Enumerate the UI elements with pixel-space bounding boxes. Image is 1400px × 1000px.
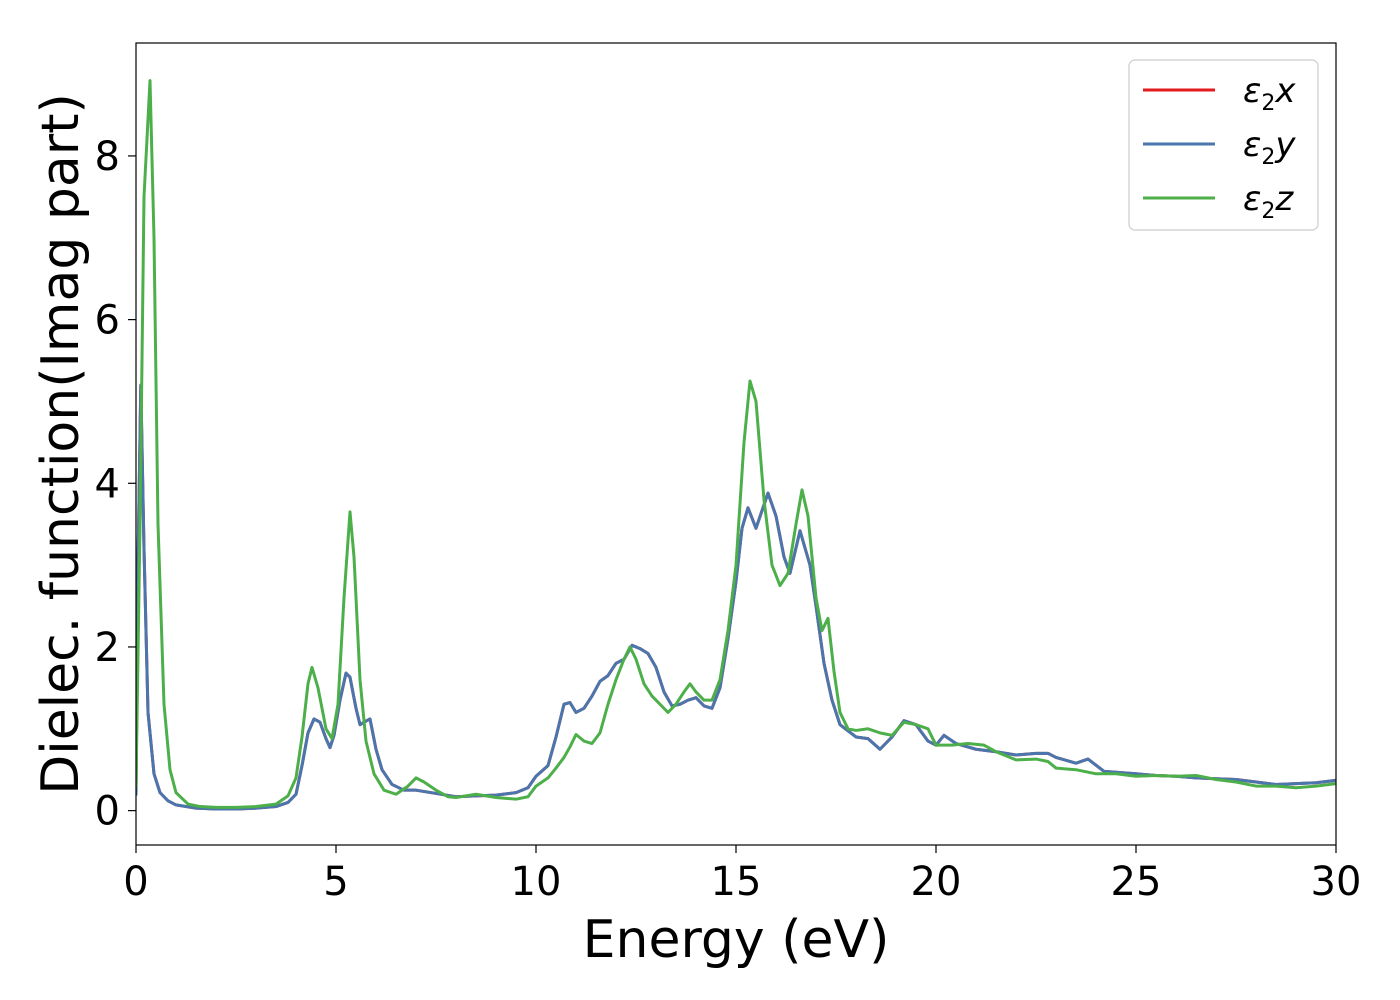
y-tick-label: 4 — [95, 461, 120, 507]
legend: ε2x ε2y ε2z — [1128, 59, 1319, 231]
y-tick-label: 0 — [95, 789, 120, 835]
x-tick-label: 10 — [511, 859, 562, 905]
legend-label-z: ε2z — [1243, 179, 1294, 224]
x-tick-label: 25 — [1111, 859, 1162, 905]
y-tick-label: 6 — [95, 298, 120, 344]
x-tick-label: 30 — [1311, 859, 1362, 905]
legend-entry-z: ε2z — [1143, 179, 1294, 224]
x-tick-label: 5 — [323, 859, 348, 905]
y-axis-label: Dielec. function(Imag part) — [31, 93, 91, 795]
x-axis: 0 5 10 15 20 25 30 — [123, 845, 1361, 905]
x-tick-label: 0 — [123, 859, 148, 905]
x-tick-label: 15 — [711, 859, 762, 905]
series-layer — [136, 79, 1336, 811]
series-line-z — [136, 79, 1336, 809]
y-tick-label: 2 — [95, 625, 120, 671]
x-axis-label: Energy (eV) — [583, 910, 890, 970]
x-tick-label: 20 — [911, 859, 962, 905]
legend-entry-x: ε2x — [1143, 71, 1296, 116]
y-tick-label: 8 — [95, 134, 120, 180]
legend-entry-y: ε2y — [1143, 125, 1296, 170]
legend-box — [1128, 59, 1319, 231]
legend-label-y: ε2y — [1243, 125, 1296, 170]
y-axis: 0 2 4 6 8 — [95, 134, 136, 835]
legend-label-x: ε2x — [1243, 71, 1296, 116]
